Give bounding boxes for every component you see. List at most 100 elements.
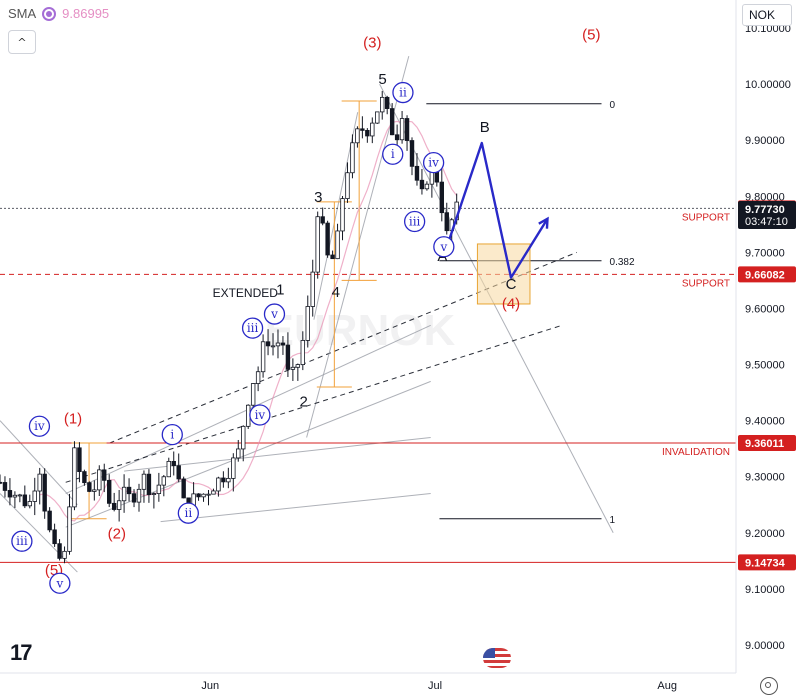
visibility-icon[interactable] <box>42 6 57 21</box>
candle-body <box>206 493 211 496</box>
candle-body <box>0 481 3 484</box>
candle-body <box>12 494 18 498</box>
fib-label: 1 <box>610 515 616 526</box>
price-tick-label: 9.20000 <box>745 528 785 540</box>
candle-body <box>92 489 97 492</box>
candle-body <box>111 502 117 510</box>
wave-circle <box>11 530 33 552</box>
candle-body <box>166 460 171 478</box>
price-tick-label: 10.10000 <box>745 23 791 35</box>
wave-circle <box>392 81 414 104</box>
candle-body <box>47 510 52 531</box>
candle-body <box>32 490 37 502</box>
candles <box>0 90 459 564</box>
wave-label: 1 <box>276 281 284 298</box>
wave-label: (5) <box>582 26 600 43</box>
price-tag-value: 9.77730 <box>745 204 785 216</box>
price-tick-label: 9.70000 <box>745 247 785 259</box>
wave-circle-label: iv <box>34 419 45 433</box>
wave-circle-label: iii <box>409 215 421 229</box>
price-tick-label: 9.90000 <box>745 135 785 147</box>
currency-selector[interactable]: NOK <box>742 4 792 26</box>
fib-label: 0.382 <box>610 257 635 268</box>
candle-body <box>196 493 201 498</box>
wave-circle-label: iii <box>16 534 28 548</box>
candle-body <box>42 473 47 512</box>
price-tick-label: 10.00000 <box>745 79 791 91</box>
candle-body <box>156 484 162 494</box>
indicator-legend[interactable]: SMA 9.86995 <box>8 6 109 21</box>
candle-body <box>320 216 325 224</box>
candle-body <box>231 457 236 479</box>
candle-body <box>300 340 306 365</box>
price-tick-label: 9.60000 <box>745 303 785 315</box>
candle-body <box>67 506 72 552</box>
wave-circle-label: iii <box>247 321 259 335</box>
candle-body <box>211 490 216 495</box>
candle-body <box>355 128 360 144</box>
wave-label: C <box>506 276 517 293</box>
candle-body <box>241 425 246 450</box>
candle-body <box>270 345 276 348</box>
candle-body <box>176 465 181 480</box>
wave-label: (4) <box>502 295 520 312</box>
price-tag <box>738 201 796 230</box>
wave-circle <box>49 572 71 594</box>
collapse-legend-button[interactable]: ^ <box>8 30 36 54</box>
candle-body <box>57 543 62 559</box>
candle-body <box>7 490 13 498</box>
candle-body <box>265 341 271 347</box>
candle-body <box>275 342 281 347</box>
tradingview-logo-icon: 17 <box>10 640 33 665</box>
wave-circle <box>241 317 264 339</box>
trend-line <box>65 380 431 528</box>
candle-body <box>52 529 57 545</box>
indicator-value: 9.86995 <box>62 6 110 21</box>
wave-circle <box>177 502 199 524</box>
candle-body <box>380 96 385 113</box>
candle-body <box>126 486 132 495</box>
candle-body <box>37 473 42 492</box>
candle-body <box>161 476 167 486</box>
price-tick-label: 9.40000 <box>745 416 785 428</box>
wave-label: (2) <box>108 525 126 542</box>
trend-line <box>109 251 577 444</box>
wave-circle <box>249 404 271 426</box>
settings-gear-icon[interactable] <box>760 677 778 695</box>
level-label: SUPPORT <box>682 278 730 289</box>
candle-body <box>305 306 310 341</box>
candle-body <box>360 128 365 131</box>
price-tag-value: 9.36011 <box>745 438 784 450</box>
wave-label: 5 <box>378 71 386 88</box>
projection-path <box>448 141 549 279</box>
wave-circle-label: i <box>170 428 174 442</box>
candle-body <box>375 111 380 124</box>
candle-body <box>325 222 330 256</box>
wave-circle-label: v <box>270 307 278 321</box>
candle-body <box>72 447 77 508</box>
candle-body <box>82 471 87 484</box>
candle-body <box>77 447 82 473</box>
price-tag-countdown: 03:47:10 <box>745 216 788 228</box>
candle-body <box>255 371 261 384</box>
candle-body <box>290 366 296 370</box>
trend-line <box>379 83 614 534</box>
candle-body <box>315 216 320 273</box>
candle-body <box>216 477 221 492</box>
wave-circle-label: ii <box>184 506 192 520</box>
target-zone-box <box>476 243 531 305</box>
candle-body <box>62 550 67 559</box>
candle-body <box>399 118 405 141</box>
price-tag-value: 9.14734 <box>745 557 786 569</box>
wave-label: (1) <box>64 410 82 427</box>
candle-body <box>444 212 449 232</box>
candle-body <box>151 493 157 495</box>
wave-circle <box>382 143 404 165</box>
candle-body <box>370 122 375 137</box>
candle-body <box>335 230 340 260</box>
wave-label: B <box>480 119 490 136</box>
candle-body <box>221 477 226 483</box>
us-flag-icon[interactable] <box>483 648 511 668</box>
candle-body <box>419 179 425 190</box>
